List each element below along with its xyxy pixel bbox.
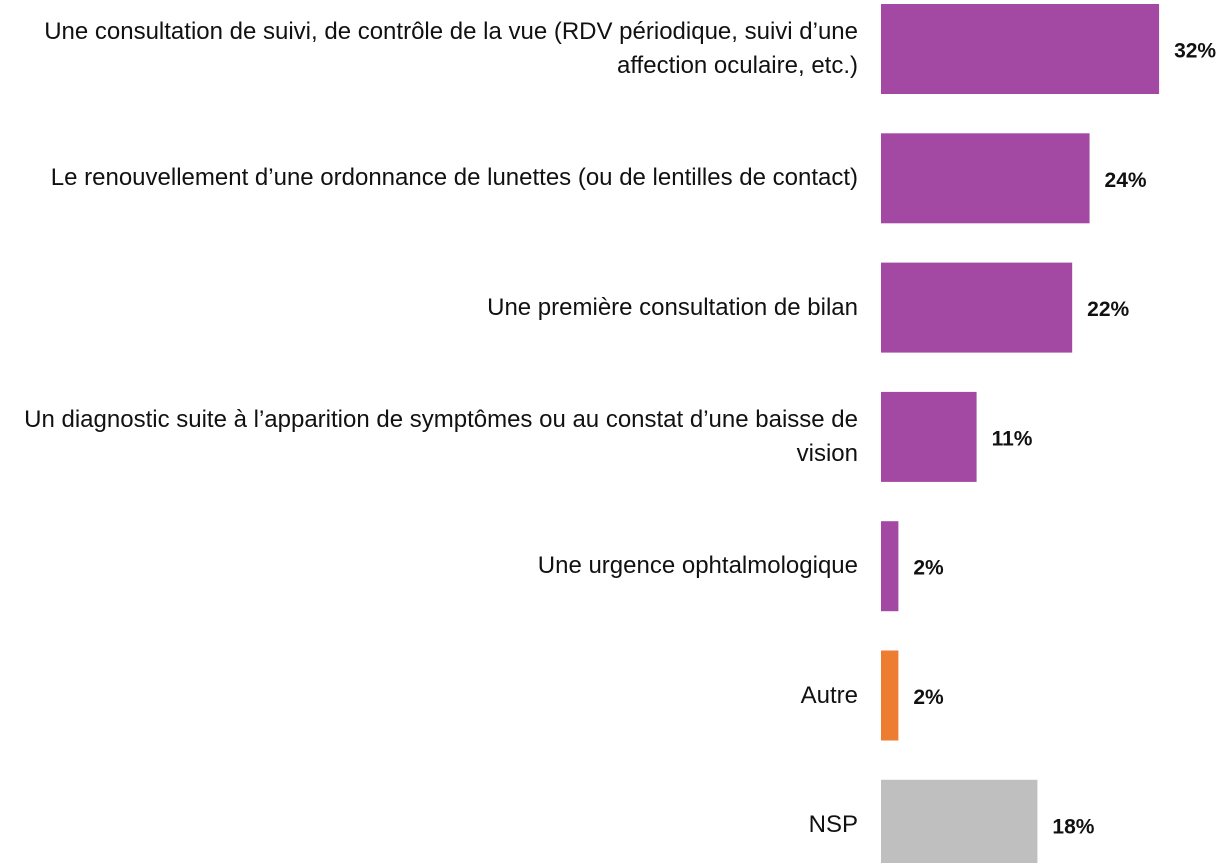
- bar: [881, 133, 1090, 224]
- bar: [881, 521, 899, 612]
- category-label: Autre: [800, 681, 858, 709]
- value-label: 2%: [913, 557, 944, 580]
- bar: [881, 4, 1160, 94]
- category-label: Le renouvellement d’une ordonnance de lu…: [50, 164, 858, 192]
- category-label: Une consultation de suivi, de contrôle d…: [44, 18, 858, 79]
- bar: [881, 650, 899, 741]
- bar: [881, 779, 1038, 863]
- value-label: 32%: [1174, 40, 1216, 63]
- category-label: Une urgence ophtalmologique: [537, 552, 858, 580]
- bar: [881, 391, 977, 482]
- category-label: NSP: [808, 810, 858, 838]
- value-label: 11%: [992, 427, 1033, 450]
- value-label: 18%: [1052, 815, 1094, 838]
- value-label: 22%: [1087, 298, 1129, 321]
- value-label: 2%: [913, 686, 944, 709]
- bar: [881, 262, 1073, 353]
- category-label: Une première consultation de bilan: [487, 293, 858, 321]
- category-label: Un diagnostic suite à l’apparition de sy…: [24, 405, 858, 467]
- value-label: 24%: [1105, 169, 1147, 192]
